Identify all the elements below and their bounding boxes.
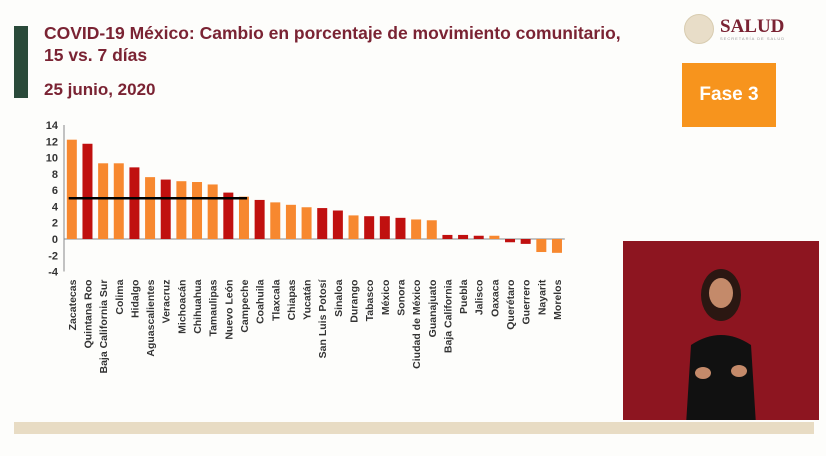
bar-tlaxcala [270,202,281,239]
accent-bar [14,26,28,98]
y-tick-label: 14 [46,120,59,132]
bar-michoacán [176,181,187,239]
x-tick-label: Chiapas [286,279,298,320]
bar-tabasco [364,216,375,239]
bar-chihuahua [192,182,203,239]
x-tick-label: Tamaulipas [208,279,220,336]
x-tick-label: Nayarit [536,279,548,315]
salud-logo: SALUD SECRETARÍA DE SALUD [684,14,785,44]
x-tick-label: Nuevo León [223,280,235,340]
x-tick-label: San Luis Potosí [317,278,329,358]
interpreter-figure [686,269,756,420]
bar-tamaulipas [207,184,218,239]
phase-badge: Fase 3 [682,63,776,127]
x-tick-label: Ciudad de México [411,280,423,369]
bar-ciudad-de-méxico [411,219,422,239]
x-tick-label: Sinaloa [333,279,345,317]
bar-querétaro [505,239,516,243]
chart-title: COVID-19 México: Cambio en porcentaje de… [44,23,621,65]
bar-coahuila [254,199,265,239]
x-tick-label: Sonora [395,279,407,315]
x-tick-label: Michoacán [176,280,188,334]
bar-durango [348,215,359,239]
y-tick-label: -2 [48,250,58,262]
bar-nayarit [536,239,547,253]
y-tick-label: 2 [52,218,58,230]
y-tick-label: 10 [46,153,58,165]
bar-guanajuato [426,220,437,239]
bar-oaxaca [489,235,500,239]
bar-morelos [551,239,562,253]
chart-date: 25 junio, 2020 [44,80,156,99]
bar-chart: -4 -2 0 2 4 6 8 10 12 14 Zacatecas Quintana Roo Baja… [46,120,565,374]
bar-san-luis-potosí [317,208,328,239]
bar-baja-california-sur [98,163,109,239]
x-tick-label: Tabasco [364,280,376,322]
bar-yucatán [301,207,312,239]
bar-colima [113,163,124,239]
logo-name: SALUD [720,15,785,37]
bar-puebla [458,234,469,239]
bar-nuevo-león [223,192,234,239]
bar-hidalgo [129,167,140,239]
logo-subtitle: SECRETARÍA DE SALUD [720,35,786,41]
x-tick-label: Quintana Roo [82,280,94,349]
bar-quintana-roo [82,143,93,239]
bar-baja-california [442,234,453,239]
x-tick-label: Puebla [458,279,470,314]
x-tick-label: Veracruz [161,280,173,324]
x-tick-label: Tlaxcala [270,279,282,321]
x-tick-label: Coahuila [255,279,267,323]
x-tick-label: México [380,280,392,316]
x-tick-label: Jalisco [474,280,486,316]
bar-guerrero [520,239,531,244]
x-tick-label: Guanajuato [427,280,439,338]
seal-icon [684,14,714,44]
y-tick-label: -4 [48,267,59,279]
x-tick-label: Baja California Sur [98,280,110,374]
y-tick-label: 12 [46,136,58,148]
sign-language-interpreter-video [623,241,819,420]
bar-zacatecas [66,139,77,239]
x-tick-label: Guerrero [521,280,533,325]
bar-chiapas [285,204,296,239]
y-tick-label: 8 [52,169,58,181]
bar-sinaloa [332,210,343,239]
x-tick-label: Querétaro [505,280,517,330]
y-tick-label: 4 [52,201,59,213]
x-tick-label: Durango [349,280,361,323]
x-tick-label: Colima [114,279,126,314]
x-tick-label: Yucatán [302,280,314,320]
x-tick-label: Hidalgo [129,280,141,319]
x-tick-label: Zacatecas [67,279,79,330]
x-tick-label: Oaxaca [489,279,501,317]
bar-veracruz [160,179,171,239]
x-tick-label: Chihuahua [192,279,204,333]
bar-sonora [395,217,406,239]
y-tick-label: 6 [52,185,58,197]
y-tick-label: 0 [52,234,58,246]
footer-band [14,422,814,434]
x-tick-label: Campeche [239,279,251,332]
bar-jalisco [473,235,484,239]
x-tick-label: Baja California [442,279,454,353]
bar-aguascalientes [145,177,156,239]
bar-méxico [379,216,390,239]
x-tick-label: Morelos [552,279,564,319]
bar-campeche [238,196,249,239]
x-tick-label: Aguascalientes [145,279,157,356]
